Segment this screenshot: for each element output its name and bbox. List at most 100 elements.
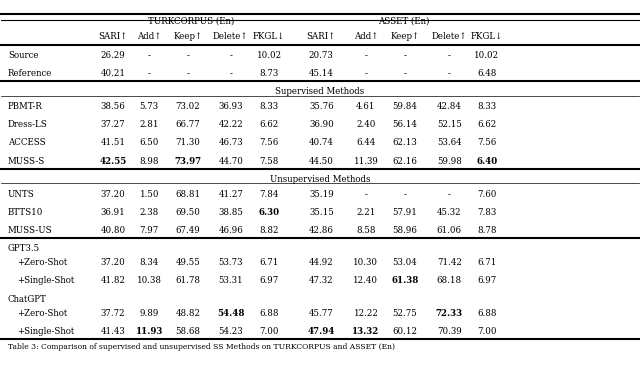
- Text: 6.30: 6.30: [259, 208, 280, 217]
- Text: Dress-LS: Dress-LS: [8, 120, 47, 129]
- Text: 61.06: 61.06: [437, 226, 462, 235]
- Text: 7.00: 7.00: [477, 327, 497, 336]
- Text: 58.96: 58.96: [392, 226, 417, 235]
- Text: 20.73: 20.73: [309, 51, 333, 60]
- Text: 7.60: 7.60: [477, 190, 497, 199]
- Text: 40.21: 40.21: [100, 69, 125, 78]
- Text: 7.84: 7.84: [259, 190, 278, 199]
- Text: 6.88: 6.88: [477, 309, 497, 318]
- Text: +Single-Shot: +Single-Shot: [17, 277, 75, 286]
- Text: 6.40: 6.40: [476, 157, 497, 166]
- Text: 52.75: 52.75: [392, 309, 417, 318]
- Text: 70.39: 70.39: [437, 327, 461, 336]
- Text: SARI↑: SARI↑: [98, 32, 127, 41]
- Text: 72.33: 72.33: [436, 309, 463, 318]
- Text: 6.50: 6.50: [140, 138, 159, 147]
- Text: 59.84: 59.84: [392, 102, 417, 111]
- Text: 71.42: 71.42: [437, 258, 462, 267]
- Text: 6.97: 6.97: [259, 277, 278, 286]
- Text: 26.29: 26.29: [100, 51, 125, 60]
- Text: 2.38: 2.38: [140, 208, 159, 217]
- Text: -: -: [364, 51, 367, 60]
- Text: SARI↑: SARI↑: [307, 32, 336, 41]
- Text: 7.97: 7.97: [140, 226, 159, 235]
- Text: 49.55: 49.55: [176, 258, 200, 267]
- Text: 44.70: 44.70: [218, 157, 243, 166]
- Text: 8.34: 8.34: [140, 258, 159, 267]
- Text: 8.98: 8.98: [140, 157, 159, 166]
- Text: 45.32: 45.32: [437, 208, 461, 217]
- Text: 10.02: 10.02: [474, 51, 499, 60]
- Text: 6.88: 6.88: [259, 309, 279, 318]
- Text: Delete↑: Delete↑: [431, 32, 467, 41]
- Text: ASSET (En): ASSET (En): [378, 16, 430, 25]
- Text: -: -: [148, 51, 150, 60]
- Text: Keep↑: Keep↑: [173, 32, 203, 41]
- Text: FKGL↓: FKGL↓: [471, 32, 503, 41]
- Text: 45.77: 45.77: [309, 309, 333, 318]
- Text: 7.56: 7.56: [259, 138, 278, 147]
- Text: 46.73: 46.73: [218, 138, 243, 147]
- Text: 7.58: 7.58: [259, 157, 278, 166]
- Text: 62.16: 62.16: [392, 157, 417, 166]
- Text: 8.33: 8.33: [259, 102, 278, 111]
- Text: 38.85: 38.85: [218, 208, 243, 217]
- Text: 8.82: 8.82: [259, 226, 279, 235]
- Text: 8.78: 8.78: [477, 226, 497, 235]
- Text: 11.39: 11.39: [353, 157, 378, 166]
- Text: ChatGPT: ChatGPT: [8, 294, 47, 303]
- Text: 10.38: 10.38: [137, 277, 162, 286]
- Text: +Single-Shot: +Single-Shot: [17, 327, 75, 336]
- Text: 2.81: 2.81: [140, 120, 159, 129]
- Text: 47.94: 47.94: [308, 327, 335, 336]
- Text: -: -: [448, 69, 451, 78]
- Text: 1.50: 1.50: [140, 190, 159, 199]
- Text: 69.50: 69.50: [175, 208, 200, 217]
- Text: 61.78: 61.78: [175, 277, 200, 286]
- Text: 46.96: 46.96: [218, 226, 243, 235]
- Text: 36.93: 36.93: [218, 102, 243, 111]
- Text: 8.58: 8.58: [356, 226, 376, 235]
- Text: 5.73: 5.73: [140, 102, 159, 111]
- Text: 36.91: 36.91: [100, 208, 125, 217]
- Text: 36.90: 36.90: [309, 120, 333, 129]
- Text: 12.40: 12.40: [353, 277, 378, 286]
- Text: 41.27: 41.27: [218, 190, 243, 199]
- Text: -: -: [229, 69, 232, 78]
- Text: Keep↑: Keep↑: [390, 32, 419, 41]
- Text: FKGL↓: FKGL↓: [253, 32, 285, 41]
- Text: 11.93: 11.93: [136, 327, 163, 336]
- Text: 67.49: 67.49: [176, 226, 200, 235]
- Text: Reference: Reference: [8, 69, 52, 78]
- Text: Supervised Methods: Supervised Methods: [275, 87, 365, 96]
- Text: -: -: [364, 69, 367, 78]
- Text: 61.38: 61.38: [391, 277, 419, 286]
- Text: TURKCORPUS (En): TURKCORPUS (En): [148, 16, 234, 25]
- Text: 62.13: 62.13: [392, 138, 417, 147]
- Text: MUSS-US: MUSS-US: [8, 226, 52, 235]
- Text: 52.15: 52.15: [437, 120, 462, 129]
- Text: 7.83: 7.83: [477, 208, 497, 217]
- Text: 68.18: 68.18: [436, 277, 462, 286]
- Text: 53.04: 53.04: [392, 258, 417, 267]
- Text: 35.76: 35.76: [309, 102, 333, 111]
- Text: 9.89: 9.89: [140, 309, 159, 318]
- Text: -: -: [364, 190, 367, 199]
- Text: MUSS-S: MUSS-S: [8, 157, 45, 166]
- Text: Unsupervised Methods: Unsupervised Methods: [269, 175, 371, 184]
- Text: 42.55: 42.55: [99, 157, 127, 166]
- Text: Add↑: Add↑: [137, 32, 161, 41]
- Text: 7.56: 7.56: [477, 138, 497, 147]
- Text: 68.81: 68.81: [175, 190, 201, 199]
- Text: 37.27: 37.27: [100, 120, 125, 129]
- Text: 73.02: 73.02: [176, 102, 200, 111]
- Text: 41.82: 41.82: [100, 277, 125, 286]
- Text: BTTS10: BTTS10: [8, 208, 43, 217]
- Text: 73.97: 73.97: [175, 157, 202, 166]
- Text: -: -: [187, 51, 189, 60]
- Text: 54.48: 54.48: [217, 309, 244, 318]
- Text: 10.02: 10.02: [257, 51, 282, 60]
- Text: 41.43: 41.43: [100, 327, 125, 336]
- Text: 6.97: 6.97: [477, 277, 497, 286]
- Text: 2.21: 2.21: [356, 208, 376, 217]
